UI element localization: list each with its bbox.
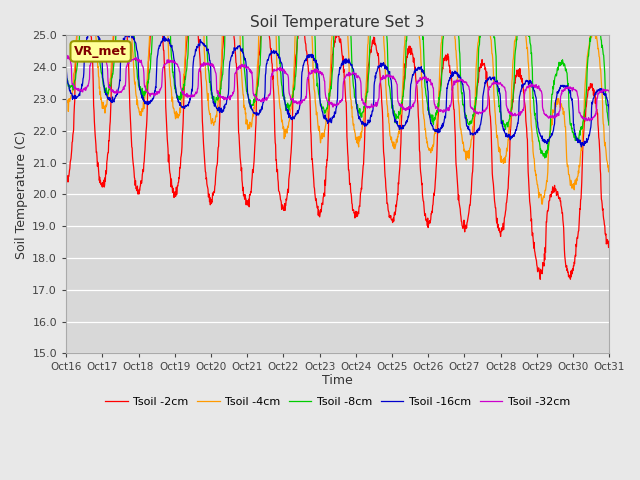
Line: Tsoil -4cm: Tsoil -4cm [66, 0, 609, 204]
Tsoil -16cm [170, 57, 178, 62]
Tsoil -8cm [62, 74, 70, 80]
Tsoil -8cm [541, 152, 549, 157]
Tsoil -32cm [541, 111, 548, 117]
Tsoil -16cm [184, 103, 191, 108]
Tsoil -16cm [605, 118, 613, 123]
Tsoil -8cm [422, 93, 430, 99]
Tsoil -16cm [90, 25, 97, 31]
Y-axis label: Soil Temperature (C): Soil Temperature (C) [15, 130, 28, 259]
Tsoil -2cm [244, 203, 252, 208]
Tsoil -4cm [538, 202, 546, 207]
Title: Soil Temperature Set 3: Soil Temperature Set 3 [250, 15, 425, 30]
Tsoil -16cm [422, 77, 430, 83]
Tsoil -4cm [170, 106, 178, 112]
Tsoil -8cm [605, 122, 613, 128]
Tsoil -16cm [244, 93, 252, 98]
Tsoil -2cm [170, 194, 178, 200]
Tsoil -4cm [541, 188, 549, 193]
Tsoil -2cm [62, 176, 70, 181]
Tsoil -32cm [183, 91, 191, 96]
Tsoil -8cm [493, 86, 501, 92]
Tsoil -2cm [536, 276, 544, 282]
Tsoil -2cm [493, 216, 501, 221]
Tsoil -16cm [493, 78, 501, 84]
Tsoil -16cm [62, 58, 70, 64]
Tsoil -32cm [244, 64, 252, 70]
Tsoil -2cm [605, 239, 613, 245]
Tsoil -2cm [184, 34, 191, 39]
Tsoil -4cm [244, 123, 252, 129]
Tsoil -16cm [541, 137, 549, 143]
Tsoil -4cm [184, 0, 191, 6]
Tsoil -2cm [541, 250, 549, 255]
Line: Tsoil -8cm: Tsoil -8cm [66, 0, 609, 158]
Tsoil -8cm [541, 155, 548, 161]
Tsoil -32cm [586, 118, 593, 124]
Tsoil -4cm [493, 132, 501, 138]
Line: Tsoil -16cm: Tsoil -16cm [66, 28, 609, 147]
Tsoil -16cm [577, 144, 585, 150]
Legend: Tsoil -2cm, Tsoil -4cm, Tsoil -8cm, Tsoil -16cm, Tsoil -32cm: Tsoil -2cm, Tsoil -4cm, Tsoil -8cm, Tsoi… [101, 393, 575, 411]
Tsoil -32cm [170, 60, 177, 65]
Tsoil -2cm [422, 216, 430, 222]
Tsoil -8cm [184, 57, 191, 63]
Tsoil -4cm [605, 169, 613, 175]
Text: VR_met: VR_met [74, 45, 127, 58]
Line: Tsoil -2cm: Tsoil -2cm [66, 0, 609, 279]
X-axis label: Time: Time [323, 374, 353, 387]
Line: Tsoil -32cm: Tsoil -32cm [66, 54, 609, 121]
Tsoil -32cm [62, 51, 70, 57]
Tsoil -8cm [244, 91, 252, 97]
Tsoil -8cm [170, 76, 178, 82]
Tsoil -32cm [493, 80, 500, 86]
Tsoil -32cm [422, 74, 429, 80]
Tsoil -4cm [62, 96, 70, 102]
Tsoil -32cm [605, 90, 613, 96]
Tsoil -4cm [422, 136, 430, 142]
